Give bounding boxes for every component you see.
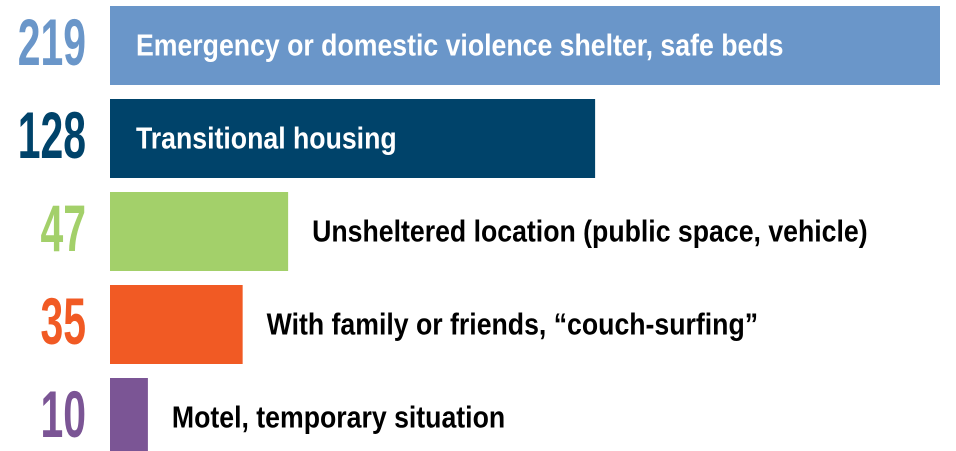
category-label: Emergency or domestic violence shelter, … bbox=[136, 29, 783, 63]
value-label: 128 bbox=[18, 98, 86, 173]
category-label: Transitional housing bbox=[136, 122, 397, 156]
value-label: 35 bbox=[40, 284, 86, 359]
bar bbox=[110, 99, 596, 178]
category-label: With family or friends, “couch-surfing” bbox=[267, 308, 758, 342]
value-label: 219 bbox=[18, 5, 86, 80]
bar bbox=[110, 6, 940, 85]
bar bbox=[110, 285, 243, 364]
value-label: 10 bbox=[40, 377, 86, 451]
bar bbox=[110, 378, 148, 451]
value-label: 47 bbox=[40, 191, 86, 266]
category-label: Unsheltered location (public space, vehi… bbox=[312, 215, 867, 249]
category-label: Motel, temporary situation bbox=[172, 401, 505, 435]
bar bbox=[110, 192, 289, 271]
